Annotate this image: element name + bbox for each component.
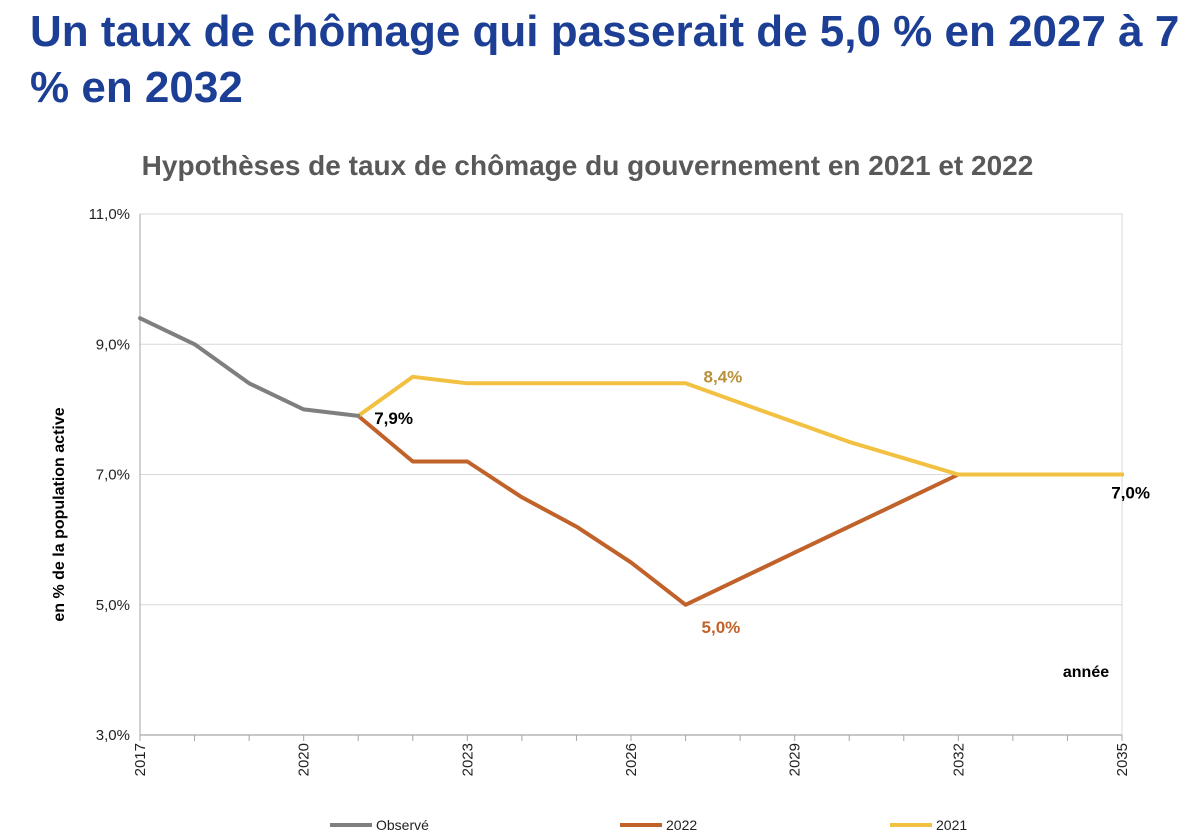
legend-label: 2022 <box>666 817 697 833</box>
data-label: 8,4% <box>704 367 743 386</box>
x-tick-label: 2020 <box>296 743 313 776</box>
y-axis-title: en % de la population active <box>51 407 68 621</box>
x-tick-label: 2017 <box>132 743 149 776</box>
legend-label: 2021 <box>936 817 967 833</box>
series-line-2022 <box>356 413 1124 607</box>
chart-title: Hypothèses de taux de chômage du gouvern… <box>141 150 1034 181</box>
data-labels: 7,9% 8,4% 5,0% 7,0% <box>374 367 1150 636</box>
y-tick-label: 9,0% <box>96 336 130 353</box>
x-tick-label: 2029 <box>787 743 804 776</box>
y-tick-label: 11,0% <box>89 206 130 223</box>
x-tick-label: 2026 <box>623 743 640 776</box>
x-tick-label: 2023 <box>459 743 476 776</box>
axes: 3,0% 5,0% 7,0% 9,0% 11,0% 2017 2020 2023 2026 202… <box>51 206 1131 776</box>
legend-label: Observé <box>376 817 429 833</box>
series-line-observ- <box>138 316 361 418</box>
y-tick-label: 7,0% <box>96 467 130 484</box>
legend: Observé 2022 2021 <box>330 817 967 833</box>
data-label: 5,0% <box>702 618 741 637</box>
x-axis-title: année <box>1063 664 1109 681</box>
x-tick-label: 2032 <box>950 743 967 776</box>
series-line-2021 <box>356 374 1124 477</box>
data-label: 7,0% <box>1111 484 1150 503</box>
y-tick-label: 3,0% <box>96 727 130 744</box>
y-tick-label: 5,0% <box>96 597 130 614</box>
series-lines <box>138 316 1124 607</box>
data-label: 7,9% <box>374 409 413 428</box>
headline: Un taux de chômage qui passerait de 5,0 … <box>30 7 1180 112</box>
x-tick-label: 2035 <box>1114 743 1131 776</box>
